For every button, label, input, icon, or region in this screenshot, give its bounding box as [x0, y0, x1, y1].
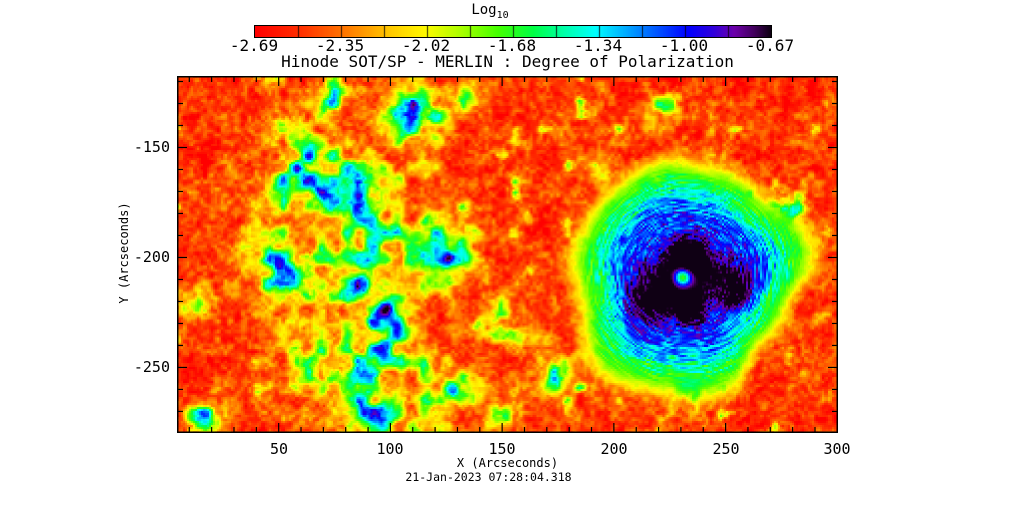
x-tick-label: 300: [823, 440, 851, 458]
colorbar-title: Log10: [420, 2, 560, 21]
colorbar-tick-label: -1.34: [573, 36, 623, 55]
colorbar-tick-label: -1.00: [659, 36, 709, 55]
y-axis-label: Y (Arcseconds): [117, 202, 131, 304]
colorbar-gradient: [254, 25, 772, 38]
y-tick-label: -250: [133, 358, 170, 376]
colorbar-tick-label: -2.02: [401, 36, 451, 55]
heatmap-image: [177, 76, 838, 433]
y-tick-label: -150: [133, 138, 170, 156]
colorbar-tick-label: -0.67: [745, 36, 795, 55]
x-axis-label: X (Arcseconds): [456, 456, 559, 470]
x-tick-label: 50: [269, 440, 289, 458]
x-tick-label: 250: [712, 440, 740, 458]
observation-timestamp: 21-Jan-2023 07:28:04.318: [405, 470, 572, 484]
y-tick-label: -200: [133, 248, 170, 266]
plot-area: [177, 76, 838, 433]
colorbar-tick-label: -2.35: [315, 36, 365, 55]
colorbar-title-text: Log: [471, 2, 497, 18]
colorbar-tick-label: -2.69: [229, 36, 279, 55]
x-tick-label: 100: [376, 440, 404, 458]
x-tick-label: 200: [600, 440, 628, 458]
x-tick-label: 150: [488, 440, 516, 458]
colorbar-tick-label: -1.68: [487, 36, 537, 55]
axes-frame: [177, 76, 838, 433]
colorbar-title-subscript: 10: [496, 9, 509, 21]
plot-title: Hinode SOT/SP - MERLIN : Degree of Polar…: [281, 52, 734, 71]
